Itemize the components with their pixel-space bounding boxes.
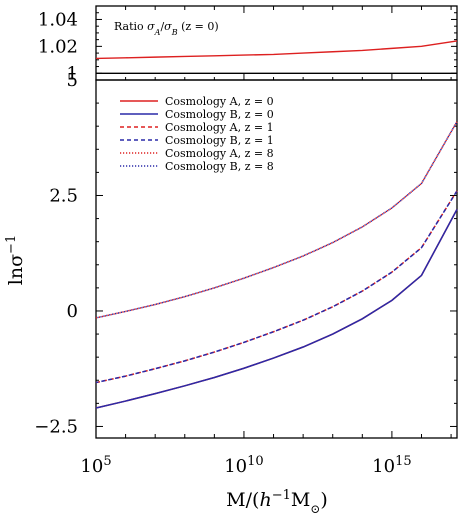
- main-ticks: −2.5 0 2.5 5 105 1010 1015: [34, 6, 457, 477]
- series-line-6: [95, 121, 458, 319]
- x-tick-label: 1015: [372, 454, 411, 478]
- legend-label: Cosmology A, z = 0: [165, 95, 274, 108]
- ratio-series-line-1: [95, 40, 458, 60]
- y-axis-title: lnσ−1: [4, 235, 28, 285]
- series-line-2: [95, 208, 458, 409]
- ratio-panel: 1 1.02 1.04 Ratio σA/σB (z = 0): [38, 5, 458, 84]
- x-tick-label: 1010: [224, 454, 263, 478]
- legend-label: Cosmology A, z = 1: [165, 121, 274, 134]
- main-panel-frame: [95, 79, 458, 439]
- legend-label: Cosmology B, z = 0: [165, 108, 274, 121]
- y-tick-label: −2.5: [34, 416, 78, 437]
- ratio-panel-frame: [95, 5, 458, 81]
- legend-label: Cosmology A, z = 8: [165, 147, 274, 160]
- ratio-annotation: Ratio σA/σB (z = 0): [114, 20, 219, 37]
- ratio-y-tick-label: 1: [67, 63, 78, 84]
- ratio-lines: [95, 40, 458, 74]
- y-tick-label: 0: [67, 301, 78, 322]
- y-tick-label: 5: [67, 70, 78, 91]
- ratio-ticks: 1 1.02 1.04: [38, 5, 457, 84]
- x-axis-title: M/(h−1M⊙): [226, 488, 328, 517]
- series-line-1: [95, 208, 458, 409]
- ratio-y-tick-label: 1.02: [38, 36, 78, 57]
- x-tick-label: 105: [80, 454, 111, 478]
- main-lines: [95, 121, 458, 409]
- series-line-3: [95, 190, 458, 384]
- series-line-5: [95, 121, 458, 319]
- series-line-4: [95, 190, 458, 384]
- legend-label: Cosmology B, z = 8: [165, 160, 274, 173]
- y-tick-label: 2.5: [49, 185, 78, 206]
- ratio-y-tick-label: 1.04: [38, 9, 78, 30]
- legend-label: Cosmology B, z = 1: [165, 134, 274, 147]
